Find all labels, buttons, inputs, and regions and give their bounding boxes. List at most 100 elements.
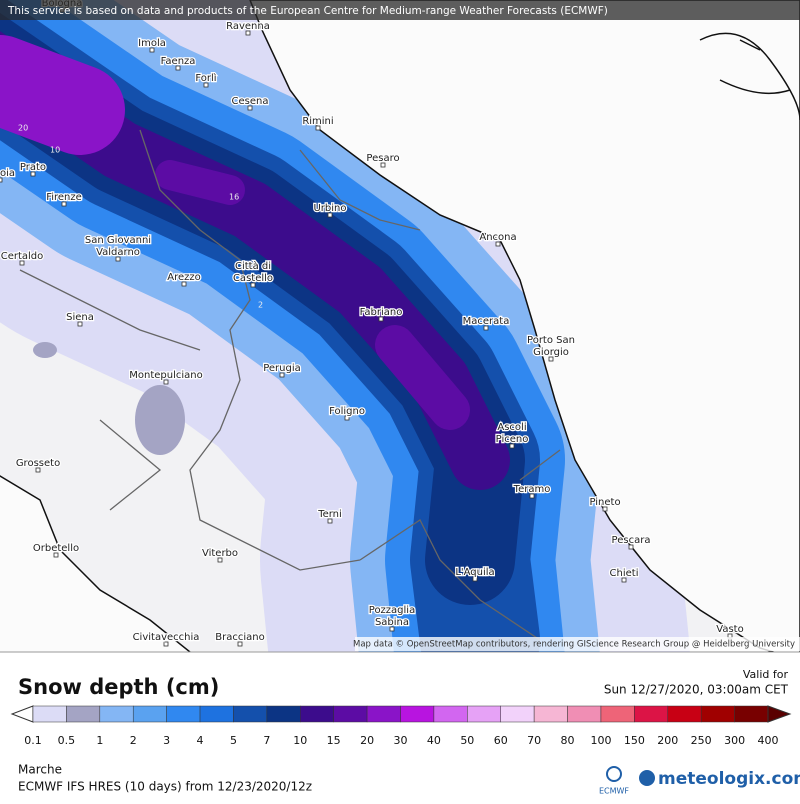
colorbar-tick-label: 250 bbox=[691, 734, 712, 747]
city-dot bbox=[175, 65, 181, 71]
city-label: Terni bbox=[317, 509, 342, 520]
colorbar-tick-label: 0.1 bbox=[24, 734, 42, 747]
colorbar-tick-label: 150 bbox=[624, 734, 645, 747]
colorbar-tick-label: 3 bbox=[163, 734, 170, 747]
colorbar: 0.1 0.5 1 2 3 4 5 7 10 15 20 30 40 50 60 70 80 100 150 200 2… bbox=[10, 705, 792, 747]
banner: This service is based on data and produc… bbox=[7, 5, 608, 17]
city-dot bbox=[548, 356, 554, 362]
city-dot bbox=[250, 282, 256, 288]
brand: meteologix.com bbox=[658, 769, 800, 789]
city-label: Valdarno bbox=[96, 247, 140, 258]
city-dot bbox=[315, 125, 321, 131]
city-label: Macerata bbox=[463, 316, 510, 327]
city-dot bbox=[621, 577, 627, 583]
colorbar-tick-label: 60 bbox=[494, 734, 508, 747]
city-label: L'Aquila bbox=[455, 567, 494, 578]
colorbar-segment bbox=[199, 705, 234, 723]
city-label: Montepulciano bbox=[129, 370, 202, 381]
model-info: ECMWF IFS HRES (10 days) from 12/23/2020… bbox=[18, 780, 312, 794]
city-dot bbox=[495, 241, 501, 247]
city-label: Giorgio bbox=[533, 347, 569, 358]
city-label: Orbetello bbox=[33, 543, 79, 554]
city-dot bbox=[344, 415, 350, 421]
city-label: Faenza bbox=[161, 56, 196, 67]
city-dot bbox=[509, 443, 515, 449]
city-label: Ancona bbox=[479, 232, 516, 243]
city-dot bbox=[237, 641, 243, 647]
city-label: Arezzo bbox=[167, 272, 201, 283]
city-dot bbox=[245, 30, 251, 36]
colorbar-tick-label: 1 bbox=[96, 734, 103, 747]
snow-patch bbox=[33, 342, 57, 358]
city-dot bbox=[77, 321, 83, 327]
colorbar-segment bbox=[266, 705, 301, 723]
contour bbox=[699, 32, 800, 121]
colorbar-tick-label: 7 bbox=[263, 734, 270, 747]
colorbar-segment bbox=[567, 705, 602, 723]
colorbar-tick-label: 40 bbox=[427, 734, 441, 747]
valid-label: Valid for bbox=[743, 668, 789, 681]
colorbar-segment bbox=[333, 705, 368, 723]
colorbar-tick-label: 10 bbox=[293, 734, 307, 747]
colorbar-segment bbox=[467, 705, 501, 723]
valid-time: Sun 12/27/2020, 03:00am CET bbox=[604, 683, 789, 697]
colorbar-segment bbox=[700, 705, 735, 723]
city-label: Pescara bbox=[612, 535, 651, 546]
city-dot bbox=[53, 552, 59, 558]
colorbar-tick-label: 70 bbox=[527, 734, 541, 747]
city-dot bbox=[380, 162, 386, 168]
city-dot bbox=[327, 212, 333, 218]
contour-label: 16 bbox=[229, 193, 239, 202]
city-dot bbox=[203, 82, 209, 88]
city-label: Forlì bbox=[195, 72, 216, 84]
colorbar-tick-label: 4 bbox=[197, 734, 204, 747]
city-label: Firenze bbox=[46, 192, 82, 203]
colorbar-tick-label: 50 bbox=[460, 734, 474, 747]
city-dot bbox=[279, 372, 285, 378]
colorbar-segment bbox=[634, 705, 669, 723]
colorbar-segment bbox=[99, 705, 134, 723]
city-dot bbox=[0, 177, 3, 183]
city-label: Pineto bbox=[589, 497, 620, 508]
region-border bbox=[19, 129, 561, 641]
city-dot bbox=[19, 260, 25, 266]
contour-label: 20 bbox=[18, 124, 28, 133]
colorbar-tick-label: 30 bbox=[394, 734, 408, 747]
ecmwf-logo bbox=[606, 766, 622, 782]
legend-title: Snow depth (cm) bbox=[18, 675, 219, 699]
colorbar-segment bbox=[600, 705, 635, 723]
colorbar-tick-label: 400 bbox=[758, 734, 779, 747]
colorbar-tick-label: 20 bbox=[360, 734, 374, 747]
contour-label: 10 bbox=[50, 146, 60, 155]
city-dot bbox=[389, 626, 395, 632]
colorbar-tick-label: 300 bbox=[724, 734, 745, 747]
city-dot bbox=[628, 544, 634, 550]
city-label: Sabina bbox=[375, 617, 409, 628]
colorbar-segment bbox=[366, 705, 401, 723]
colorbar-tick-label: 5 bbox=[230, 734, 237, 747]
city-dot bbox=[149, 47, 155, 53]
attribution: Map data © OpenStreetMap contributors, r… bbox=[353, 640, 795, 650]
colorbar-arrow-high bbox=[767, 705, 792, 723]
city-label: Certaldo bbox=[1, 251, 44, 262]
city-dot bbox=[181, 281, 187, 287]
colorbar-segment bbox=[32, 705, 67, 723]
city-dot bbox=[483, 325, 489, 331]
city-dot bbox=[327, 518, 333, 524]
colorbar-tick-label: 100 bbox=[590, 734, 611, 747]
city-dot bbox=[163, 641, 169, 647]
city-label: oia bbox=[0, 168, 15, 179]
attribution-bg bbox=[355, 637, 800, 651]
city-label: Imola bbox=[138, 38, 166, 49]
colorbar-tick-label: 200 bbox=[657, 734, 678, 747]
colorbar-segment bbox=[233, 705, 268, 723]
city-label: Porto San bbox=[527, 335, 575, 346]
city-label: Grosseto bbox=[16, 458, 60, 469]
city-dot bbox=[472, 576, 478, 582]
city-dot bbox=[30, 171, 36, 177]
city-label: Chieti bbox=[610, 568, 639, 579]
city-dot bbox=[247, 105, 253, 111]
city-dot bbox=[35, 467, 41, 473]
sea bbox=[0, 475, 192, 652]
